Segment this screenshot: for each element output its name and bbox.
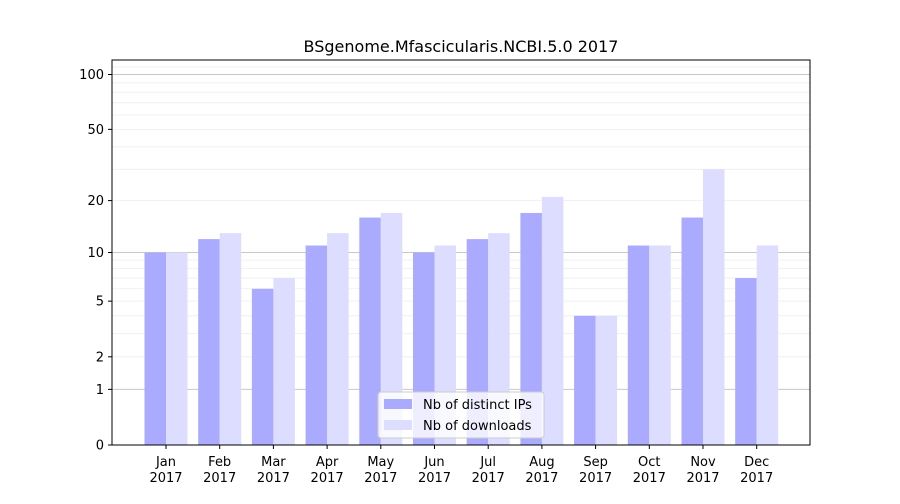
x-tick-label-year: 2017 <box>364 471 397 486</box>
y-tick-label: 5 <box>96 295 104 310</box>
bar-distinct-ips <box>305 245 328 445</box>
bar-downloads <box>273 278 295 445</box>
x-tick-label-month: Jun <box>423 455 444 470</box>
y-axis-ticks: 0 1 2 5 10 20 50 100 <box>79 68 112 454</box>
bar-distinct-ips <box>359 217 381 445</box>
legend-swatch <box>384 420 412 430</box>
bar-downloads <box>703 169 725 445</box>
y-tick-label: 100 <box>79 68 104 83</box>
bar-downloads <box>595 315 618 445</box>
bar-downloads <box>327 233 349 445</box>
bar-downloads <box>756 245 779 445</box>
x-tick-label-month: Oct <box>638 455 660 470</box>
bar-distinct-ips <box>627 245 650 445</box>
bar-downloads <box>166 252 188 445</box>
legend: Nb of distinct IPs Nb of downloads <box>377 391 545 439</box>
x-tick-label-year: 2017 <box>472 471 505 486</box>
y-tick-label: 2 <box>96 350 104 365</box>
y-tick-label: 1 <box>96 383 104 398</box>
x-tick-label-month: Jan <box>155 455 176 470</box>
x-tick-label-year: 2017 <box>740 471 773 486</box>
x-tick-label-year: 2017 <box>633 471 666 486</box>
x-tick-label-year: 2017 <box>525 471 558 486</box>
x-axis-ticks: Jan2017Feb2017Mar2017Apr2017May2017Jun20… <box>149 445 773 486</box>
bar-distinct-ips <box>574 315 596 445</box>
bar-downloads <box>219 233 242 445</box>
y-tick-label: 50 <box>87 123 104 138</box>
x-tick-label-year: 2017 <box>579 471 612 486</box>
bar-downloads <box>380 212 403 445</box>
x-tick-label-month: Apr <box>316 455 339 470</box>
bar-distinct-ips <box>251 288 274 445</box>
legend-label: Nb of distinct IPs <box>423 398 532 413</box>
x-tick-label-month: Feb <box>208 455 231 470</box>
bar-distinct-ips <box>198 239 220 445</box>
legend-label: Nb of downloads <box>423 419 532 434</box>
x-tick-label-month: Nov <box>690 455 716 470</box>
y-tick-label: 10 <box>87 246 104 261</box>
x-tick-label-month: Aug <box>529 455 554 470</box>
bar-distinct-ips <box>520 212 542 445</box>
y-tick-label: 0 <box>96 439 104 454</box>
x-tick-label-month: Sep <box>583 455 608 470</box>
bar-distinct-ips <box>681 217 703 445</box>
y-tick-label: 20 <box>87 194 104 209</box>
x-tick-label-month: Jul <box>479 455 496 470</box>
x-tick-label-year: 2017 <box>203 471 236 486</box>
legend-swatch <box>384 399 412 409</box>
bar-downloads <box>649 245 671 445</box>
bar-downloads <box>541 196 564 445</box>
chart-title: BSgenome.Mfascicularis.NCBI.5.0 2017 <box>304 37 619 56</box>
x-tick-label-year: 2017 <box>686 471 719 486</box>
bar-distinct-ips <box>735 278 757 445</box>
bar-distinct-ips <box>144 252 166 445</box>
x-tick-label-year: 2017 <box>418 471 451 486</box>
legend-box <box>377 391 545 439</box>
plot-frame <box>111 59 811 446</box>
x-tick-label-year: 2017 <box>311 471 344 486</box>
x-tick-label-month: Mar <box>261 455 286 470</box>
x-tick-label-year: 2017 <box>257 471 290 486</box>
x-tick-label-month: May <box>367 455 394 470</box>
x-tick-label-month: Dec <box>744 455 769 470</box>
x-tick-label-year: 2017 <box>149 471 182 486</box>
